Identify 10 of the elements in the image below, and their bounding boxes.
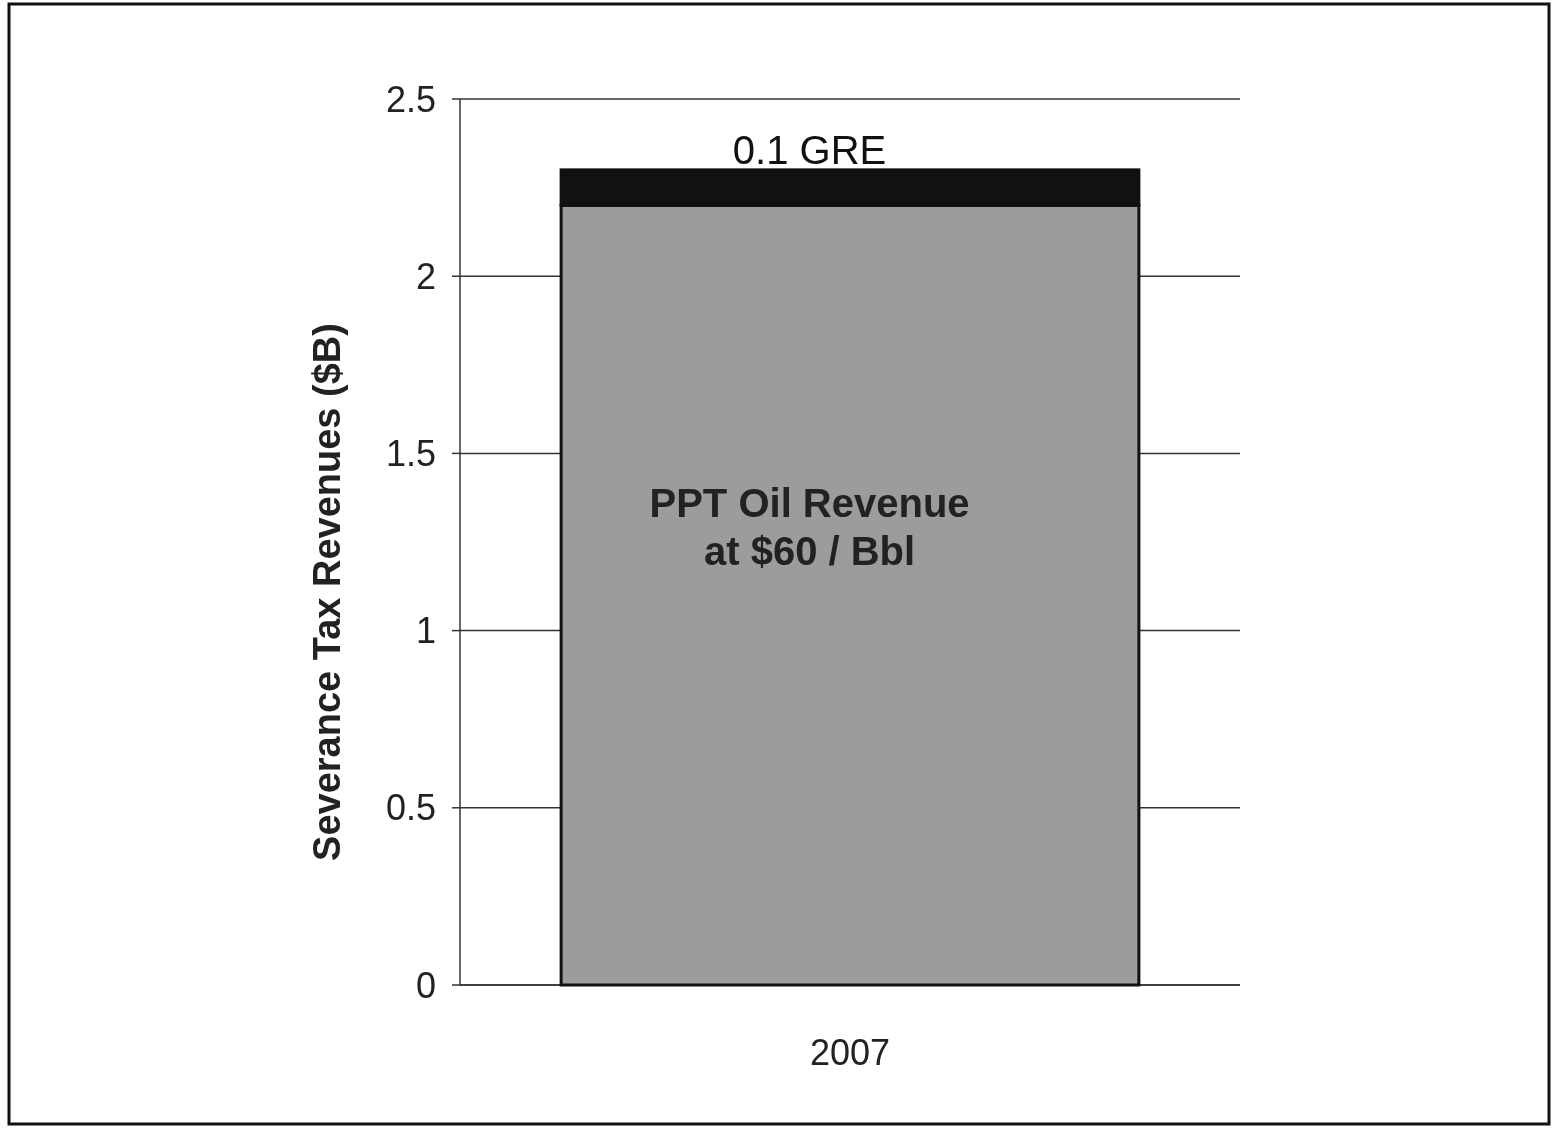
y-tick-label: 1.5 (385, 433, 436, 474)
y-tick-label: 0 (415, 964, 436, 1006)
y-tick-label: 1 (415, 610, 436, 652)
x-tick-label: 2007 (809, 1032, 891, 1073)
series-label: PPT Oil Revenue at $60 / Bbl (649, 481, 970, 574)
y-axis-title: Severance Tax Revenues ($B) (306, 323, 348, 861)
y-tick-label: 0.5 (385, 787, 436, 829)
series-label: 0.1 GRE (732, 127, 887, 172)
y-tick-label: 2.5 (385, 78, 436, 120)
y-tick-label: 2 (415, 255, 436, 297)
